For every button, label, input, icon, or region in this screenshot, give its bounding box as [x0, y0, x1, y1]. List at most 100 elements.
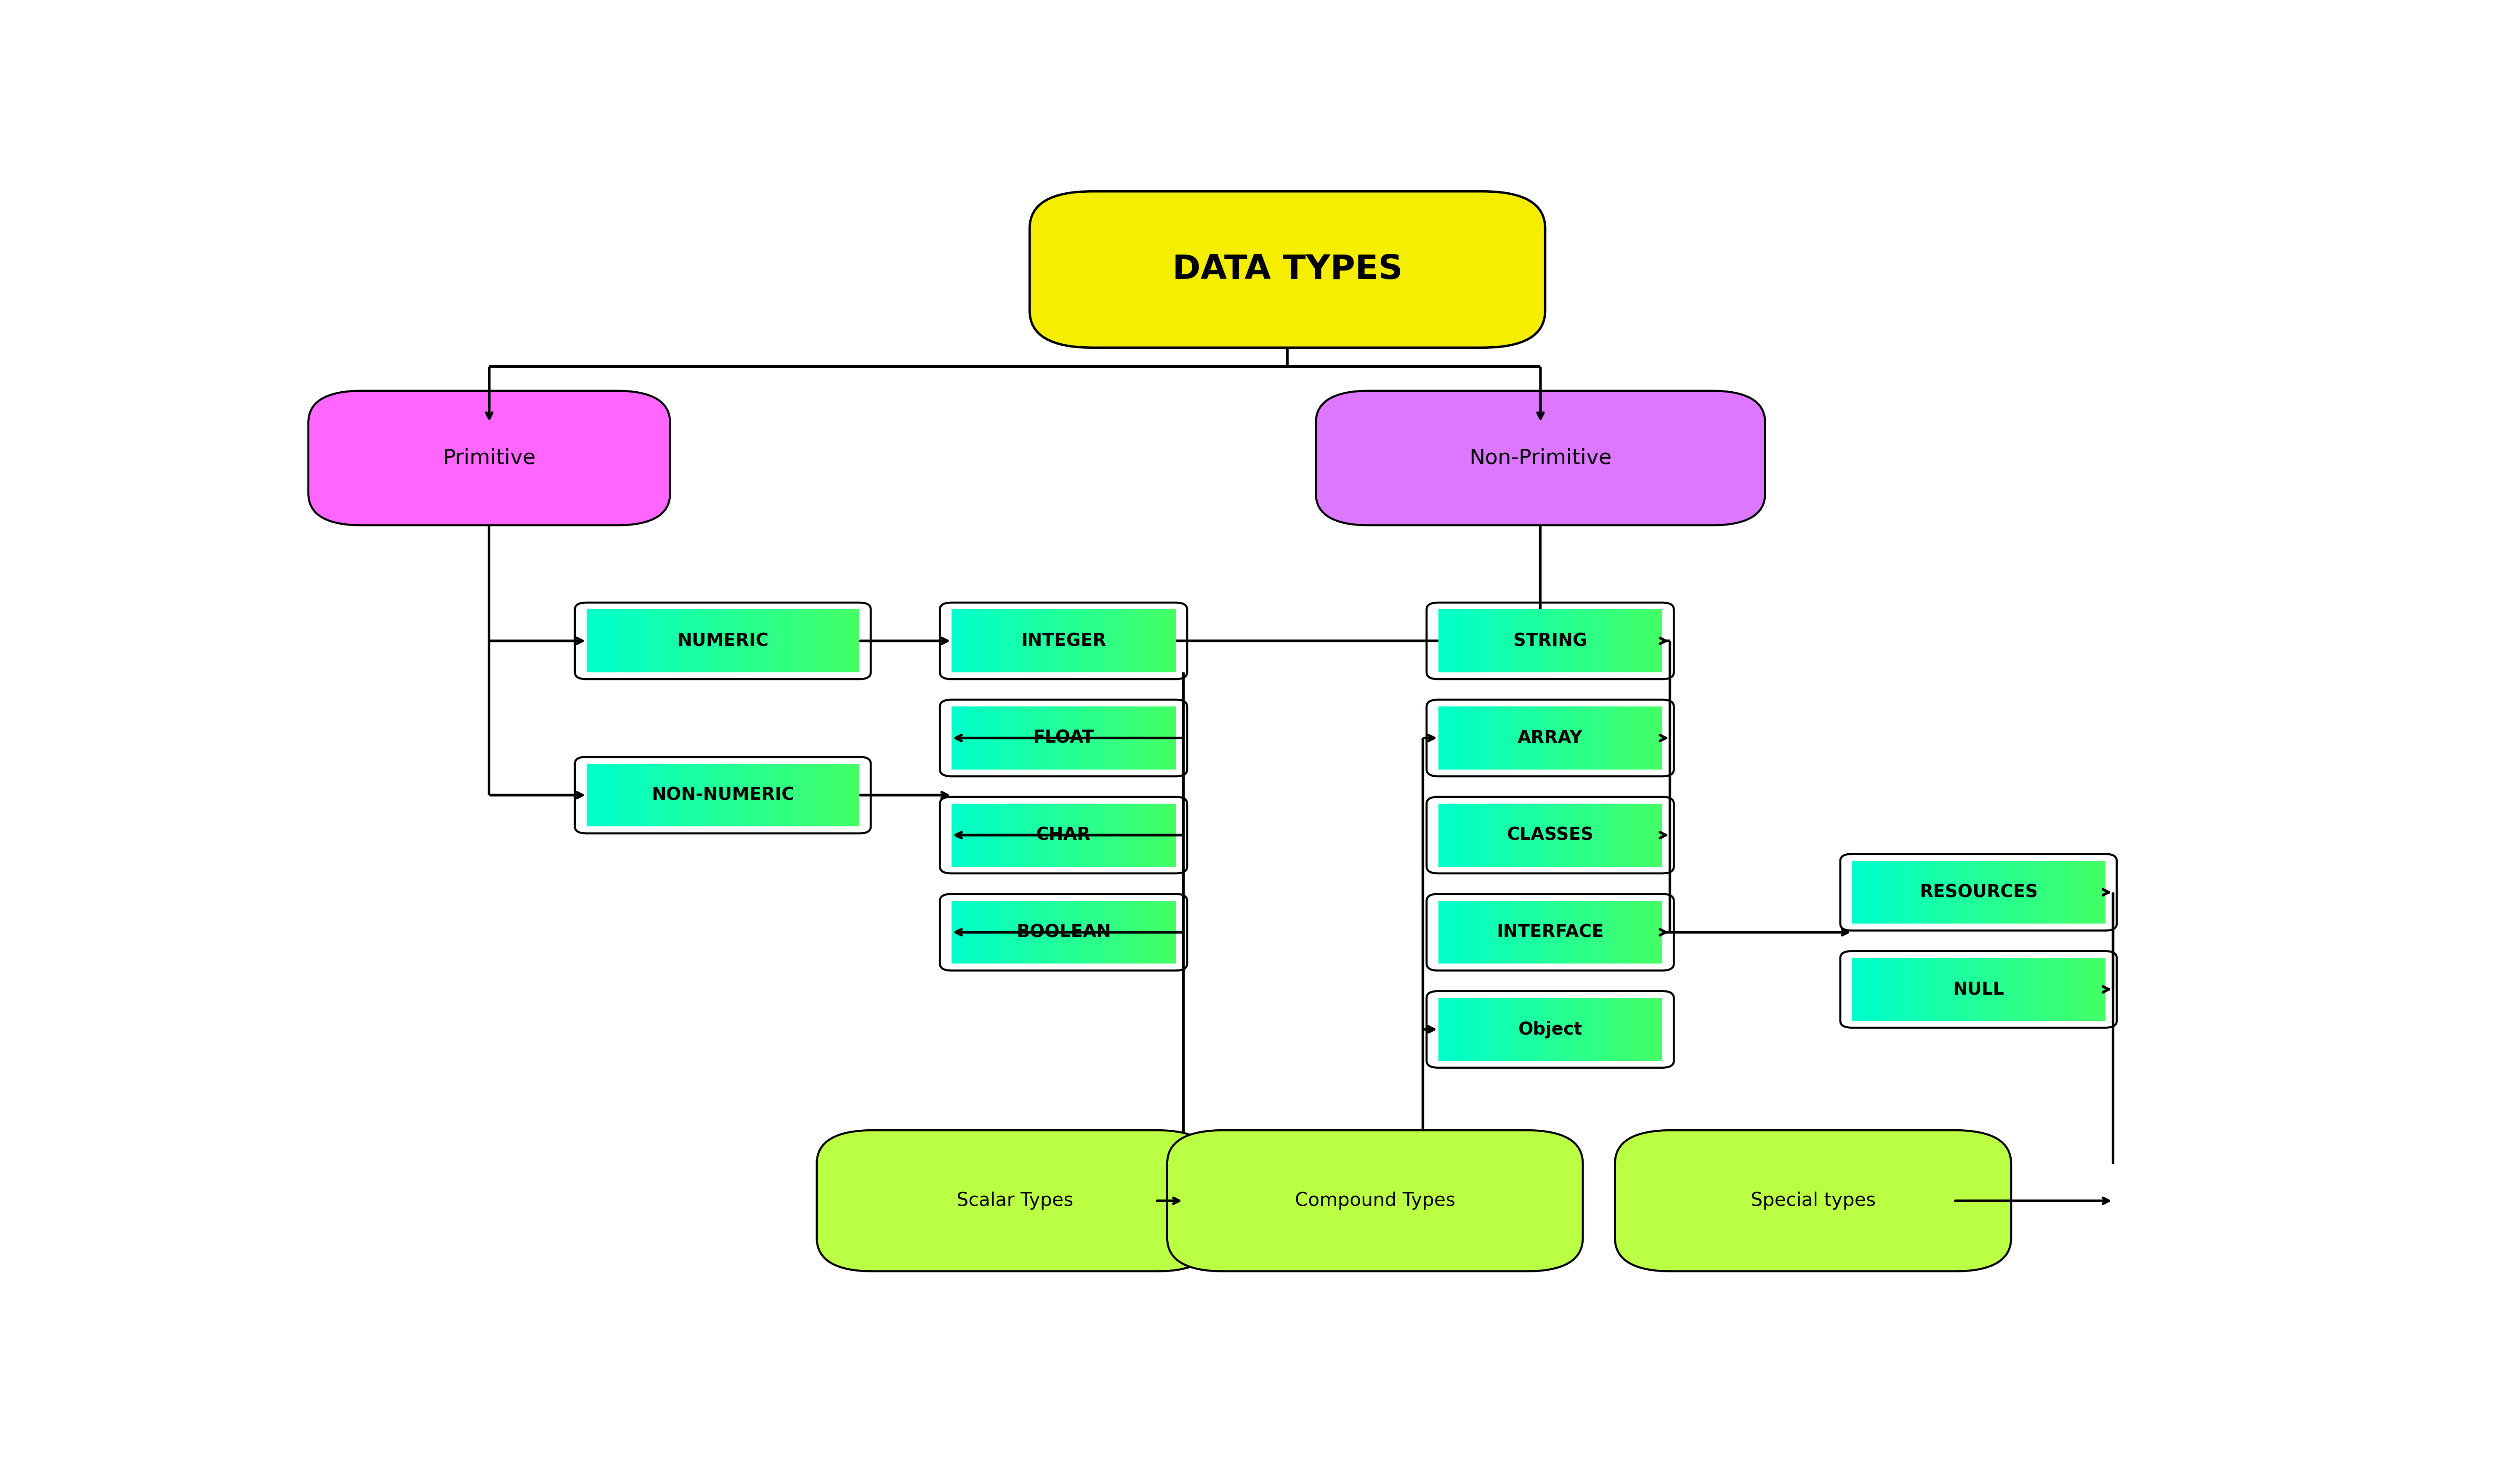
Text: RESOURCES: RESOURCES: [1919, 883, 2037, 901]
FancyBboxPatch shape: [1143, 804, 1145, 867]
FancyBboxPatch shape: [1613, 997, 1618, 1061]
FancyBboxPatch shape: [1869, 861, 1874, 923]
FancyBboxPatch shape: [754, 764, 759, 827]
FancyBboxPatch shape: [1055, 901, 1060, 963]
FancyBboxPatch shape: [1535, 804, 1540, 867]
FancyBboxPatch shape: [1590, 610, 1595, 672]
FancyBboxPatch shape: [1113, 610, 1115, 672]
FancyBboxPatch shape: [1158, 610, 1161, 672]
FancyBboxPatch shape: [774, 610, 779, 672]
FancyBboxPatch shape: [819, 610, 824, 672]
FancyBboxPatch shape: [1439, 901, 1442, 963]
FancyBboxPatch shape: [1562, 901, 1565, 963]
FancyBboxPatch shape: [1628, 610, 1633, 672]
FancyBboxPatch shape: [1650, 610, 1655, 672]
FancyBboxPatch shape: [2098, 861, 2100, 923]
FancyBboxPatch shape: [1497, 997, 1502, 1061]
FancyBboxPatch shape: [1502, 706, 1505, 769]
FancyBboxPatch shape: [1083, 610, 1085, 672]
FancyBboxPatch shape: [759, 610, 764, 672]
FancyBboxPatch shape: [967, 706, 970, 769]
FancyBboxPatch shape: [1163, 804, 1168, 867]
FancyBboxPatch shape: [836, 610, 842, 672]
FancyBboxPatch shape: [1505, 706, 1510, 769]
FancyBboxPatch shape: [1020, 901, 1022, 963]
FancyBboxPatch shape: [723, 764, 728, 827]
Text: ARRAY: ARRAY: [1517, 729, 1583, 746]
FancyBboxPatch shape: [1527, 901, 1532, 963]
FancyBboxPatch shape: [2072, 959, 2075, 1021]
FancyBboxPatch shape: [2085, 861, 2087, 923]
FancyBboxPatch shape: [1505, 804, 1510, 867]
FancyBboxPatch shape: [1161, 804, 1166, 867]
FancyBboxPatch shape: [1640, 804, 1643, 867]
FancyBboxPatch shape: [1449, 997, 1454, 1061]
FancyBboxPatch shape: [731, 610, 736, 672]
FancyBboxPatch shape: [1573, 706, 1578, 769]
FancyBboxPatch shape: [1085, 610, 1090, 672]
FancyBboxPatch shape: [1163, 901, 1168, 963]
FancyBboxPatch shape: [1055, 610, 1060, 672]
FancyBboxPatch shape: [1078, 901, 1083, 963]
FancyBboxPatch shape: [1060, 706, 1065, 769]
FancyBboxPatch shape: [728, 764, 734, 827]
FancyBboxPatch shape: [1907, 959, 1912, 1021]
FancyBboxPatch shape: [595, 764, 600, 827]
FancyBboxPatch shape: [1924, 959, 1929, 1021]
FancyBboxPatch shape: [1115, 901, 1120, 963]
FancyBboxPatch shape: [1590, 706, 1595, 769]
FancyBboxPatch shape: [1467, 997, 1472, 1061]
FancyBboxPatch shape: [1573, 804, 1578, 867]
FancyBboxPatch shape: [1532, 610, 1535, 672]
FancyBboxPatch shape: [776, 610, 781, 672]
FancyBboxPatch shape: [1962, 959, 1967, 1021]
FancyBboxPatch shape: [636, 764, 641, 827]
FancyBboxPatch shape: [1550, 706, 1555, 769]
FancyBboxPatch shape: [799, 610, 804, 672]
FancyBboxPatch shape: [1135, 610, 1138, 672]
FancyBboxPatch shape: [1037, 804, 1042, 867]
FancyBboxPatch shape: [975, 901, 977, 963]
FancyBboxPatch shape: [1040, 610, 1045, 672]
FancyBboxPatch shape: [1022, 610, 1027, 672]
FancyBboxPatch shape: [1557, 706, 1562, 769]
FancyBboxPatch shape: [1613, 804, 1618, 867]
FancyBboxPatch shape: [2085, 959, 2087, 1021]
FancyBboxPatch shape: [1525, 901, 1527, 963]
FancyBboxPatch shape: [2045, 861, 2050, 923]
FancyBboxPatch shape: [1942, 959, 1944, 1021]
FancyBboxPatch shape: [1442, 706, 1447, 769]
FancyBboxPatch shape: [1633, 901, 1635, 963]
FancyBboxPatch shape: [1098, 706, 1100, 769]
FancyBboxPatch shape: [781, 610, 786, 672]
FancyBboxPatch shape: [786, 610, 791, 672]
FancyBboxPatch shape: [1000, 610, 1005, 672]
FancyBboxPatch shape: [1015, 610, 1020, 672]
FancyBboxPatch shape: [2080, 959, 2085, 1021]
FancyBboxPatch shape: [1171, 610, 1176, 672]
FancyBboxPatch shape: [2032, 861, 2037, 923]
FancyBboxPatch shape: [1442, 901, 1447, 963]
FancyBboxPatch shape: [1610, 706, 1615, 769]
FancyBboxPatch shape: [1520, 901, 1525, 963]
FancyBboxPatch shape: [960, 706, 962, 769]
FancyBboxPatch shape: [1105, 901, 1108, 963]
FancyBboxPatch shape: [1635, 610, 1640, 672]
FancyBboxPatch shape: [1902, 861, 1907, 923]
FancyBboxPatch shape: [1158, 901, 1161, 963]
FancyBboxPatch shape: [696, 610, 701, 672]
FancyBboxPatch shape: [1108, 610, 1113, 672]
FancyBboxPatch shape: [1992, 959, 1997, 1021]
FancyBboxPatch shape: [1490, 997, 1495, 1061]
FancyBboxPatch shape: [1120, 706, 1123, 769]
FancyBboxPatch shape: [1467, 706, 1472, 769]
FancyBboxPatch shape: [1578, 901, 1580, 963]
FancyBboxPatch shape: [1115, 706, 1120, 769]
FancyBboxPatch shape: [2005, 861, 2010, 923]
FancyBboxPatch shape: [1525, 706, 1527, 769]
FancyBboxPatch shape: [1505, 901, 1510, 963]
FancyBboxPatch shape: [1550, 997, 1555, 1061]
FancyBboxPatch shape: [962, 706, 967, 769]
FancyBboxPatch shape: [1027, 706, 1030, 769]
FancyBboxPatch shape: [1899, 959, 1904, 1021]
